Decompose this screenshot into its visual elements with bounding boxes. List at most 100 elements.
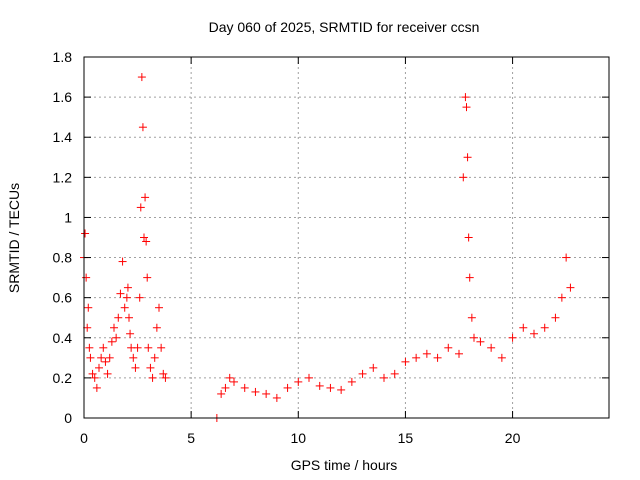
data-point	[159, 369, 168, 378]
data-point	[262, 389, 271, 398]
data-point	[157, 343, 166, 352]
data-point	[155, 303, 163, 312]
data-point	[105, 353, 114, 362]
data-point	[487, 343, 496, 352]
data-point	[337, 385, 346, 394]
data-point	[150, 353, 159, 362]
data-point	[90, 373, 99, 382]
data-point	[465, 273, 474, 282]
x-tick-label: 5	[187, 430, 195, 446]
x-axis-label: GPS time / hours	[291, 457, 398, 473]
data-point	[129, 353, 138, 362]
data-point	[135, 293, 144, 302]
data-point	[116, 289, 125, 298]
data-point	[84, 303, 93, 312]
data-point	[125, 313, 133, 322]
data-point	[294, 377, 303, 386]
data-point	[82, 273, 91, 282]
data-point	[120, 303, 129, 312]
data-point	[92, 383, 101, 392]
data-point	[433, 353, 442, 362]
data-point	[131, 363, 140, 372]
data-point	[107, 337, 116, 346]
data-point	[97, 353, 106, 362]
data-point	[95, 363, 103, 372]
data-point	[217, 389, 226, 398]
data-point	[369, 363, 378, 372]
data-point	[141, 193, 150, 202]
data-point	[551, 313, 560, 322]
y-tick-label: 1.8	[53, 49, 73, 65]
data-point	[562, 253, 571, 262]
data-point	[161, 373, 170, 382]
data-point	[401, 357, 410, 366]
data-point	[137, 73, 146, 82]
data-point	[118, 257, 127, 266]
y-tick-label: 1.4	[53, 129, 73, 145]
data-point	[112, 333, 121, 342]
data-point	[122, 293, 131, 302]
data-point	[126, 329, 135, 338]
y-tick-label: 1.6	[53, 89, 73, 105]
x-tick-label: 15	[398, 430, 414, 446]
data-point	[530, 329, 538, 338]
y-tick-label: 1.2	[53, 169, 73, 185]
x-tick-label: 0	[80, 430, 88, 446]
data-point	[467, 313, 476, 322]
data-point	[251, 387, 260, 396]
data-point	[272, 393, 281, 402]
data-point	[136, 203, 145, 212]
data-point	[557, 293, 566, 302]
data-point	[114, 313, 123, 322]
data-point	[455, 349, 463, 358]
data-point	[390, 369, 399, 378]
y-axis-label: SRMTID / TECUs	[6, 183, 22, 293]
data-point	[240, 383, 249, 392]
y-tick-label: 0.2	[53, 370, 73, 386]
data-point	[138, 123, 147, 132]
x-tick-label: 20	[505, 430, 521, 446]
data-point	[152, 323, 161, 332]
data-point	[133, 343, 142, 352]
data-point	[230, 377, 238, 386]
y-tick-label: 0.8	[53, 250, 73, 266]
data-point	[422, 349, 431, 358]
data-point	[464, 233, 473, 242]
data-point	[143, 273, 152, 282]
data-point	[81, 229, 90, 238]
y-tick-label: 0.4	[53, 330, 73, 346]
data-point	[315, 381, 324, 390]
data-point	[123, 283, 132, 292]
data-point	[497, 353, 506, 362]
data-point	[470, 333, 478, 342]
data-point	[86, 353, 95, 362]
data-point	[540, 323, 549, 332]
y-tick-label: 1	[64, 209, 72, 225]
data-point	[83, 323, 92, 332]
data-point	[225, 373, 234, 382]
data-point	[519, 323, 528, 332]
data-point	[110, 323, 118, 332]
data-point	[99, 343, 108, 352]
data-point	[380, 373, 388, 382]
data-point	[305, 373, 313, 382]
data-point	[103, 369, 112, 378]
grid	[84, 57, 609, 418]
data-point	[461, 93, 470, 102]
data-point	[347, 377, 356, 386]
data-point	[101, 357, 110, 366]
data-point	[463, 153, 472, 162]
x-tick-label: 10	[290, 430, 306, 446]
data-point	[412, 353, 421, 362]
data-point	[140, 233, 148, 242]
data-point	[146, 363, 155, 372]
data-point	[85, 343, 94, 352]
data-point	[462, 103, 471, 112]
data-point	[476, 337, 485, 346]
data-point	[88, 369, 97, 378]
data-points	[80, 73, 575, 422]
data-point	[326, 383, 335, 392]
data-point	[283, 383, 292, 392]
data-point	[144, 343, 153, 352]
